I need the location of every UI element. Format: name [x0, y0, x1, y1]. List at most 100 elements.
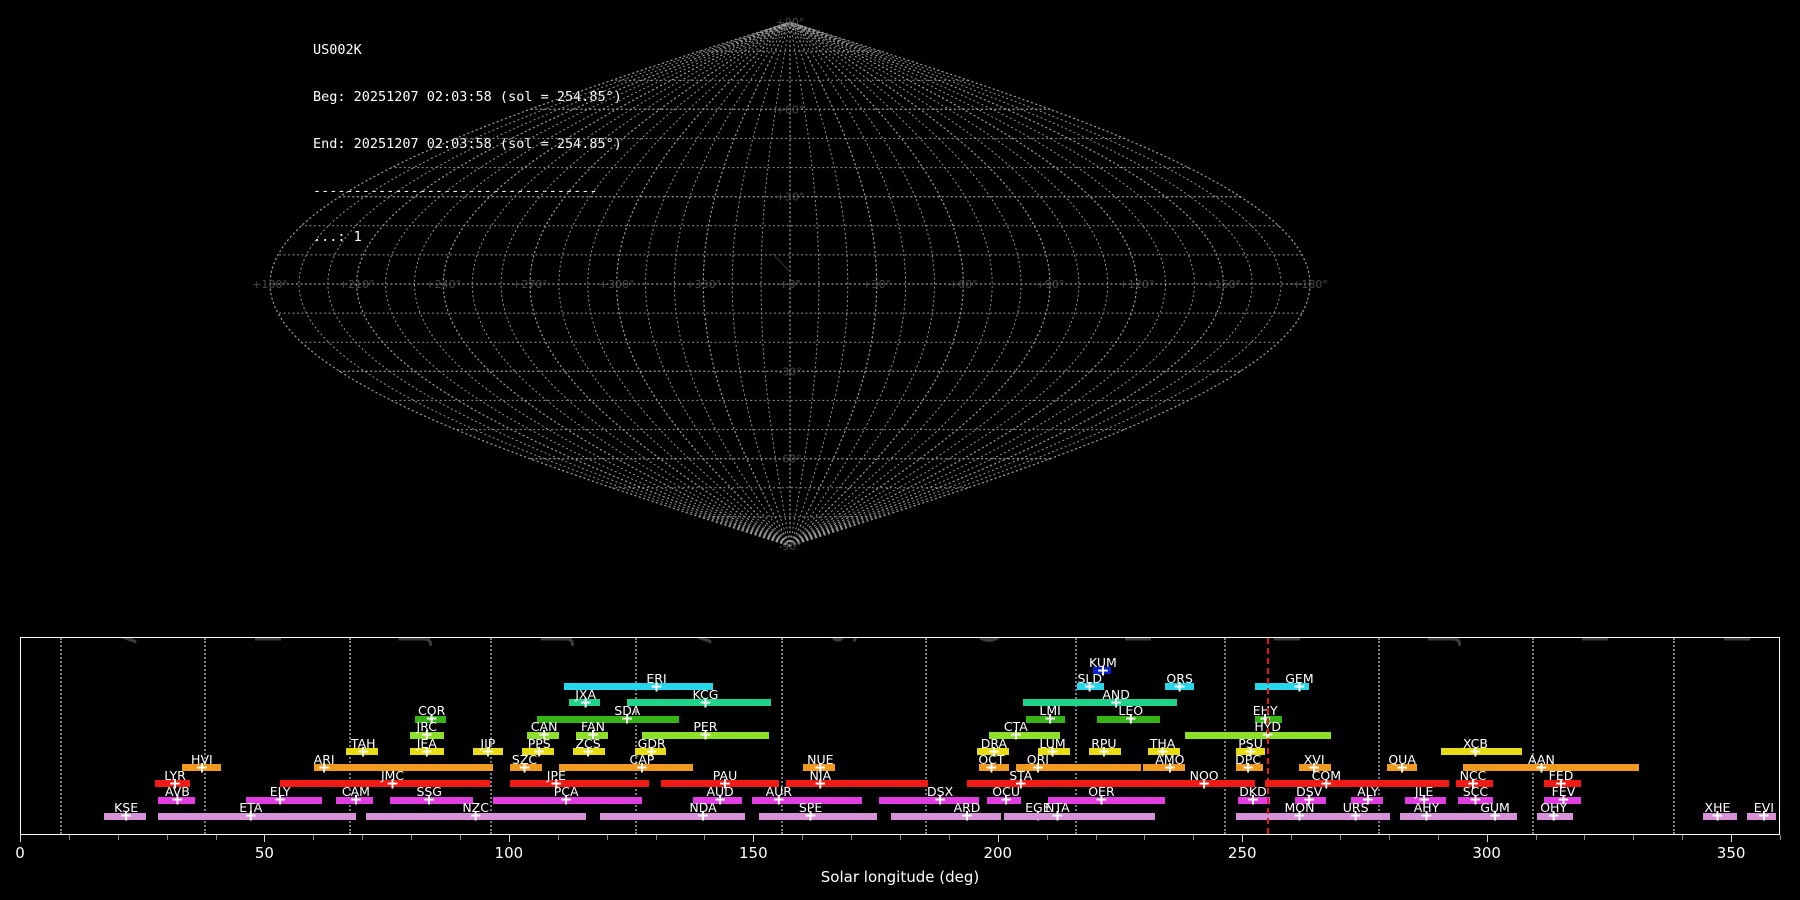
shower-bar[interactable] — [1458, 796, 1493, 804]
shower-bar[interactable] — [527, 731, 559, 739]
shower-bar[interactable] — [1265, 780, 1449, 788]
shower-bar[interactable] — [1147, 780, 1256, 788]
shower-label: AUD — [706, 784, 734, 800]
shower-bar[interactable] — [1468, 812, 1517, 820]
shower-bar[interactable] — [976, 748, 1009, 755]
shower-bar[interactable] — [979, 764, 1009, 772]
shower-bar[interactable] — [1463, 764, 1640, 772]
shower-label: ARI — [313, 751, 335, 767]
shower-bar[interactable] — [967, 780, 1148, 788]
shower-bar[interactable] — [182, 764, 222, 772]
shower-bar[interactable] — [509, 764, 542, 772]
shower-bar[interactable] — [104, 812, 146, 820]
shower-bar[interactable] — [390, 796, 474, 804]
shower-bar[interactable] — [568, 699, 601, 707]
shower-bar[interactable] — [1092, 667, 1112, 674]
shower-label: SSG — [416, 784, 442, 800]
shower-bar[interactable] — [1089, 748, 1121, 755]
shower-bar[interactable] — [1294, 796, 1327, 804]
shower-bar[interactable] — [989, 731, 1060, 739]
shower-bar[interactable] — [1543, 796, 1581, 804]
shower-bar[interactable] — [1238, 796, 1271, 804]
shower-bar[interactable] — [627, 699, 772, 707]
shower-bar[interactable] — [1404, 796, 1447, 804]
shower-bar[interactable] — [1037, 748, 1070, 755]
axis-tick-label: 100 — [494, 844, 524, 862]
shower-bar[interactable] — [336, 796, 373, 804]
shower-bar[interactable] — [1455, 780, 1493, 788]
shower-bar[interactable] — [693, 796, 743, 804]
shower-bar[interactable] — [879, 796, 980, 804]
shower-label: NUE — [807, 751, 834, 767]
shower-bar[interactable] — [573, 748, 606, 755]
shower-bar[interactable] — [536, 715, 679, 723]
shower-bar[interactable] — [365, 812, 586, 820]
shower-bar[interactable] — [473, 748, 503, 755]
shower-bar[interactable] — [563, 683, 713, 691]
shower-bar[interactable] — [634, 748, 667, 755]
shower-bar[interactable] — [346, 748, 378, 755]
shower-bar[interactable] — [522, 748, 554, 755]
shower-bar[interactable] — [891, 812, 1002, 820]
shower-bar[interactable] — [1299, 764, 1332, 772]
shower-bar[interactable] — [600, 812, 745, 820]
shower-bar[interactable] — [1047, 796, 1165, 804]
shower-bar[interactable] — [1096, 715, 1161, 723]
shower-bar[interactable] — [641, 731, 769, 739]
shower-peak-marker: + — [532, 742, 546, 760]
shower-bar[interactable] — [1077, 683, 1104, 691]
shower-bar[interactable] — [509, 780, 650, 788]
shower-bar[interactable] — [157, 796, 195, 804]
shower-bar[interactable] — [157, 812, 356, 820]
shower-bar[interactable] — [1235, 764, 1263, 772]
shower-peak-marker: + — [518, 758, 531, 777]
shower-bar[interactable] — [1008, 812, 1156, 820]
shower-label: TAH — [350, 735, 376, 751]
shower-bar[interactable] — [759, 812, 877, 820]
shower-bar[interactable] — [414, 715, 447, 723]
shower-bar[interactable] — [1441, 748, 1522, 755]
shower-bar[interactable] — [1255, 683, 1310, 691]
shower-bar[interactable] — [1143, 764, 1185, 772]
shower-bar[interactable] — [409, 748, 444, 755]
shower-peak-marker: + — [420, 742, 434, 760]
shower-label: JPE — [546, 767, 566, 783]
shower-bar[interactable] — [1350, 796, 1383, 804]
shower-bar[interactable] — [986, 796, 1021, 804]
shower-peak-marker: + — [469, 806, 482, 825]
shower-label: JLE — [1414, 784, 1434, 800]
shower-bar[interactable] — [1543, 780, 1581, 788]
shower-bar[interactable] — [155, 780, 190, 788]
shower-bar[interactable] — [1235, 748, 1266, 755]
shower-label: CTA — [1003, 719, 1028, 735]
shower-label: PSU — [1238, 735, 1263, 751]
shower-bar[interactable] — [1025, 715, 1065, 723]
shower-bar[interactable] — [1399, 812, 1471, 820]
shower-bar[interactable] — [575, 731, 608, 739]
shower-bar[interactable] — [1338, 812, 1390, 820]
shower-bar[interactable] — [1746, 812, 1777, 820]
shower-bar[interactable] — [1235, 812, 1339, 820]
shower-bar[interactable] — [1165, 683, 1195, 691]
shower-bar[interactable] — [803, 764, 835, 772]
shower-bar[interactable] — [492, 796, 642, 804]
shower-bar[interactable] — [661, 780, 779, 788]
axis-major-tick — [264, 835, 266, 842]
shower-bar[interactable] — [1387, 764, 1417, 772]
shower-bar[interactable] — [1015, 764, 1141, 772]
shower-bar[interactable] — [1147, 748, 1180, 755]
shower-bar[interactable] — [1023, 699, 1178, 707]
shower-bar[interactable] — [558, 764, 694, 772]
shower-bar[interactable] — [1184, 731, 1332, 739]
svg-text:+180°: +180° — [252, 278, 288, 291]
shower-bar[interactable] — [1536, 812, 1574, 820]
shower-bar[interactable] — [245, 796, 322, 804]
shower-bar[interactable] — [751, 796, 862, 804]
shower-bar[interactable] — [409, 731, 444, 739]
shower-bar[interactable] — [786, 780, 928, 788]
shower-bar[interactable] — [314, 764, 493, 772]
shower-peak-marker: + — [1711, 806, 1724, 825]
shower-bar[interactable] — [1702, 812, 1737, 820]
month-label-apr: APR — [104, 638, 145, 644]
shower-bar[interactable] — [280, 780, 491, 788]
